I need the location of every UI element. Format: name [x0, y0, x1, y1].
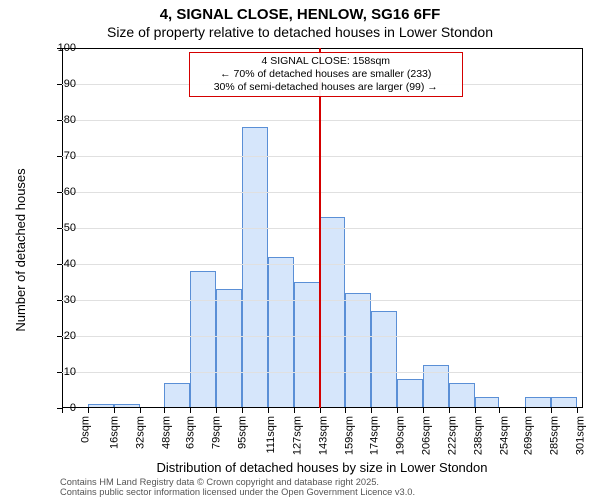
xtick-label: 254sqm — [498, 416, 510, 455]
xtick-label: 159sqm — [344, 416, 356, 455]
xtick-label: 206sqm — [420, 416, 432, 455]
xtick-label: 32sqm — [135, 416, 147, 449]
xtick-label: 285sqm — [549, 416, 561, 455]
xtick-label: 269sqm — [523, 416, 535, 455]
xtick-label: 143sqm — [318, 416, 330, 455]
ytick-label: 20 — [42, 330, 76, 342]
ytick-label: 60 — [42, 186, 76, 198]
gridline-h — [62, 264, 582, 265]
xtick-mark — [164, 408, 165, 413]
xtick-label: 63sqm — [185, 416, 197, 449]
xtick-mark — [190, 408, 191, 413]
histogram-bar — [320, 217, 344, 408]
xtick-mark — [371, 408, 372, 413]
xtick-mark — [475, 408, 476, 413]
histogram-bar — [216, 289, 242, 408]
xtick-mark — [551, 408, 552, 413]
x-axis-label: Distribution of detached houses by size … — [62, 460, 582, 475]
annotation-box: 4 SIGNAL CLOSE: 158sqm← 70% of detached … — [189, 52, 463, 97]
xtick-mark — [525, 408, 526, 413]
xtick-label: 79sqm — [211, 416, 223, 449]
histogram-bar — [449, 383, 475, 408]
xtick-mark — [423, 408, 424, 413]
chart-plot-area: 0sqm16sqm32sqm48sqm63sqm79sqm95sqm111sqm… — [62, 48, 583, 408]
annotation-line: 4 SIGNAL CLOSE: 158sqm — [196, 55, 456, 68]
xtick-mark — [320, 408, 321, 413]
xtick-label: 95sqm — [237, 416, 249, 449]
xtick-label: 111sqm — [265, 416, 277, 454]
xtick-mark — [577, 408, 578, 413]
xtick-mark — [397, 408, 398, 413]
ytick-label: 100 — [42, 42, 76, 54]
reference-line — [319, 48, 321, 408]
xtick-label: 174sqm — [368, 416, 380, 455]
gridline-h — [62, 156, 582, 157]
xtick-mark — [499, 408, 500, 413]
histogram-bar — [164, 383, 190, 408]
title-main: 4, SIGNAL CLOSE, HENLOW, SG16 6FF — [0, 6, 600, 23]
xtick-label: 0sqm — [79, 416, 91, 443]
gridline-h — [62, 192, 582, 193]
ytick-label: 90 — [42, 78, 76, 90]
xtick-label: 301sqm — [575, 416, 587, 455]
histogram-bar — [345, 293, 371, 408]
ytick-label: 10 — [42, 366, 76, 378]
xtick-mark — [216, 408, 217, 413]
xtick-mark — [140, 408, 141, 413]
histogram-bar — [242, 127, 268, 408]
xtick-label: 16sqm — [109, 416, 121, 449]
histogram-bar — [268, 257, 294, 408]
histogram-bar — [190, 271, 216, 408]
histogram-bar — [371, 311, 397, 408]
xtick-label: 48sqm — [161, 416, 173, 449]
gridline-h — [62, 372, 582, 373]
xtick-mark — [294, 408, 295, 413]
gridline-h — [62, 120, 582, 121]
ytick-label: 40 — [42, 258, 76, 270]
annotation-line: ← 70% of detached houses are smaller (23… — [196, 68, 456, 81]
y-axis-label: Number of detached houses — [13, 168, 28, 331]
ytick-label: 80 — [42, 114, 76, 126]
xtick-label: 222sqm — [446, 416, 458, 455]
xtick-mark — [268, 408, 269, 413]
ytick-label: 30 — [42, 294, 76, 306]
ytick-label: 70 — [42, 150, 76, 162]
gridline-h — [62, 300, 582, 301]
footer-line-1: Contains HM Land Registry data © Crown c… — [60, 477, 415, 488]
gridline-h — [62, 228, 582, 229]
xtick-label: 190sqm — [394, 416, 406, 455]
annotation-line: 30% of semi-detached houses are larger (… — [196, 81, 456, 94]
xtick-mark — [88, 408, 89, 413]
histogram-bar — [397, 379, 423, 408]
xtick-mark — [242, 408, 243, 413]
ytick-label: 50 — [42, 222, 76, 234]
xtick-label: 238sqm — [472, 416, 484, 455]
xtick-mark — [345, 408, 346, 413]
title-sub: Size of property relative to detached ho… — [0, 24, 600, 40]
ytick-label: 0 — [42, 402, 76, 414]
footer-attribution: Contains HM Land Registry data © Crown c… — [60, 477, 415, 498]
gridline-h — [62, 336, 582, 337]
footer-line-2: Contains public sector information licen… — [60, 487, 415, 498]
xtick-label: 127sqm — [292, 416, 304, 455]
xtick-mark — [114, 408, 115, 413]
xtick-mark — [449, 408, 450, 413]
